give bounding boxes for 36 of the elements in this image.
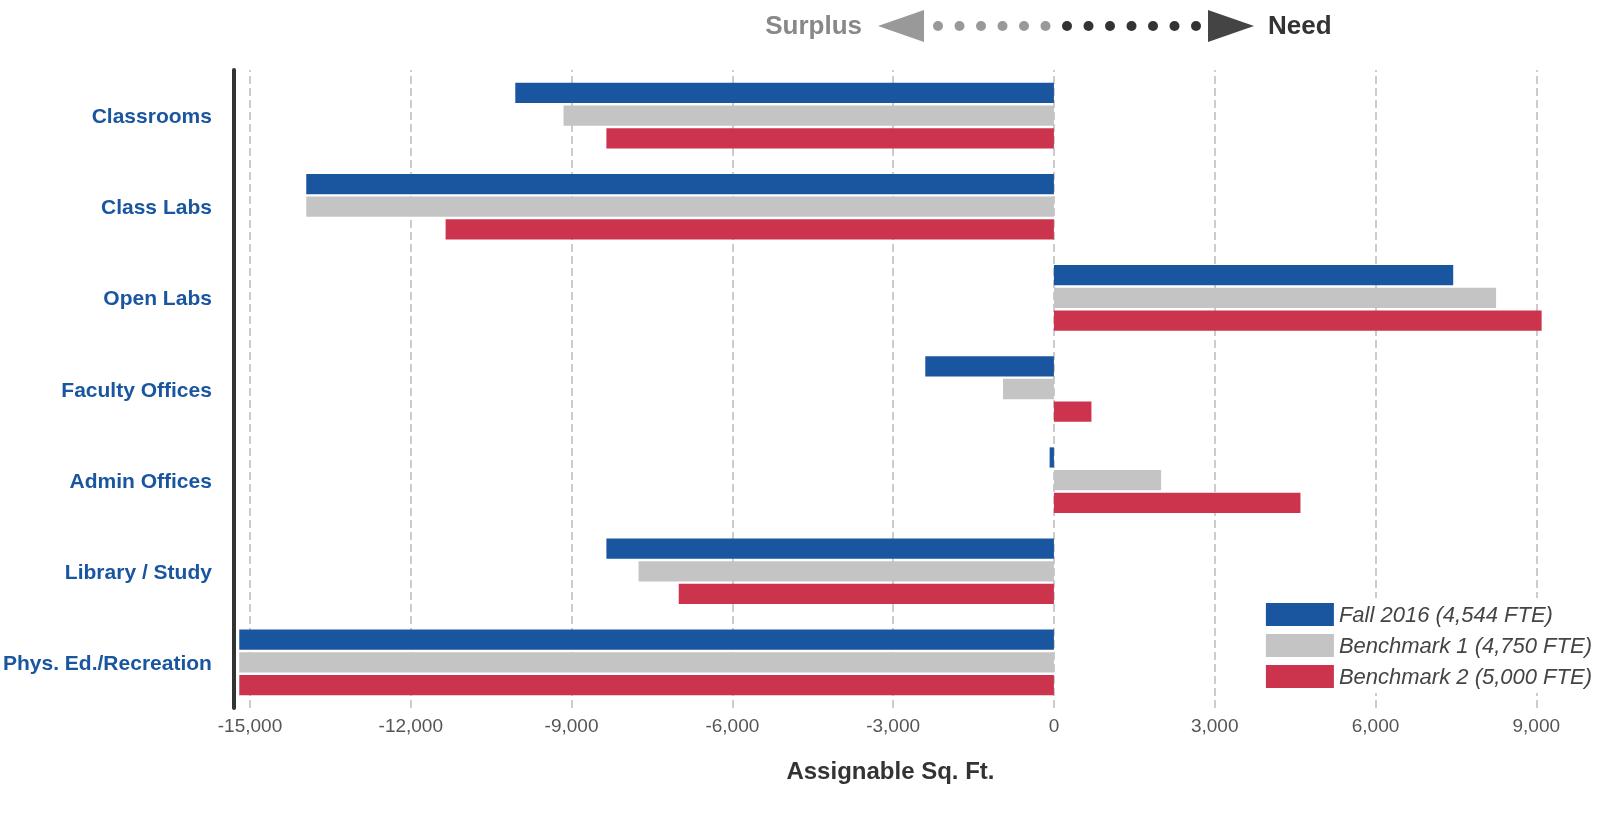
y-tick-label: Class Labs (101, 195, 212, 219)
x-tick-label: 6,000 (1351, 715, 1400, 736)
bar (1053, 265, 1454, 286)
y-tick-label: Phys. Ed./Recreation (3, 650, 212, 674)
x-tick-label: -12,000 (378, 715, 443, 736)
bar (306, 173, 1054, 195)
legend-label: Fall 2016 (4,544 FTE) (1338, 602, 1553, 627)
bar (678, 583, 1054, 605)
x-tick-label: -9,000 (544, 715, 599, 736)
text: Surplus (765, 10, 862, 41)
bar (1053, 492, 1301, 513)
bar (239, 674, 1054, 696)
x-tick-label: -3,000 (866, 715, 921, 736)
bar (606, 128, 1054, 149)
bar (1053, 401, 1092, 422)
bar (925, 356, 1054, 377)
bar (1049, 447, 1054, 468)
legend-label: Benchmark 2 (5,000 FTE) (1338, 664, 1593, 689)
x-tick-label: -15,000 (217, 715, 283, 736)
bar (239, 629, 1054, 650)
bar (606, 538, 1054, 559)
bar (515, 82, 1054, 104)
legend-label: Benchmark 1 (4,750 FTE) (1338, 633, 1593, 658)
x-tick-label: 3,000 (1190, 715, 1239, 736)
bar (1053, 310, 1542, 331)
y-tick-label: Faculty Offices (61, 377, 212, 401)
y-tick-label: Admin Offices (69, 468, 212, 492)
text: Need (1268, 10, 1332, 41)
y-tick-label: Library / Study (64, 559, 213, 583)
x-tick-label: 9,000 (1512, 715, 1561, 736)
x-tick-label: -6,000 (705, 715, 760, 736)
y-tick-label: Open Labs (103, 286, 212, 310)
x-tick-label: 0 (1048, 715, 1060, 736)
y-tick-label: Classrooms (91, 104, 212, 128)
bar (445, 219, 1054, 240)
x-axis-title: Assignable Sq. Ft. (786, 756, 995, 784)
